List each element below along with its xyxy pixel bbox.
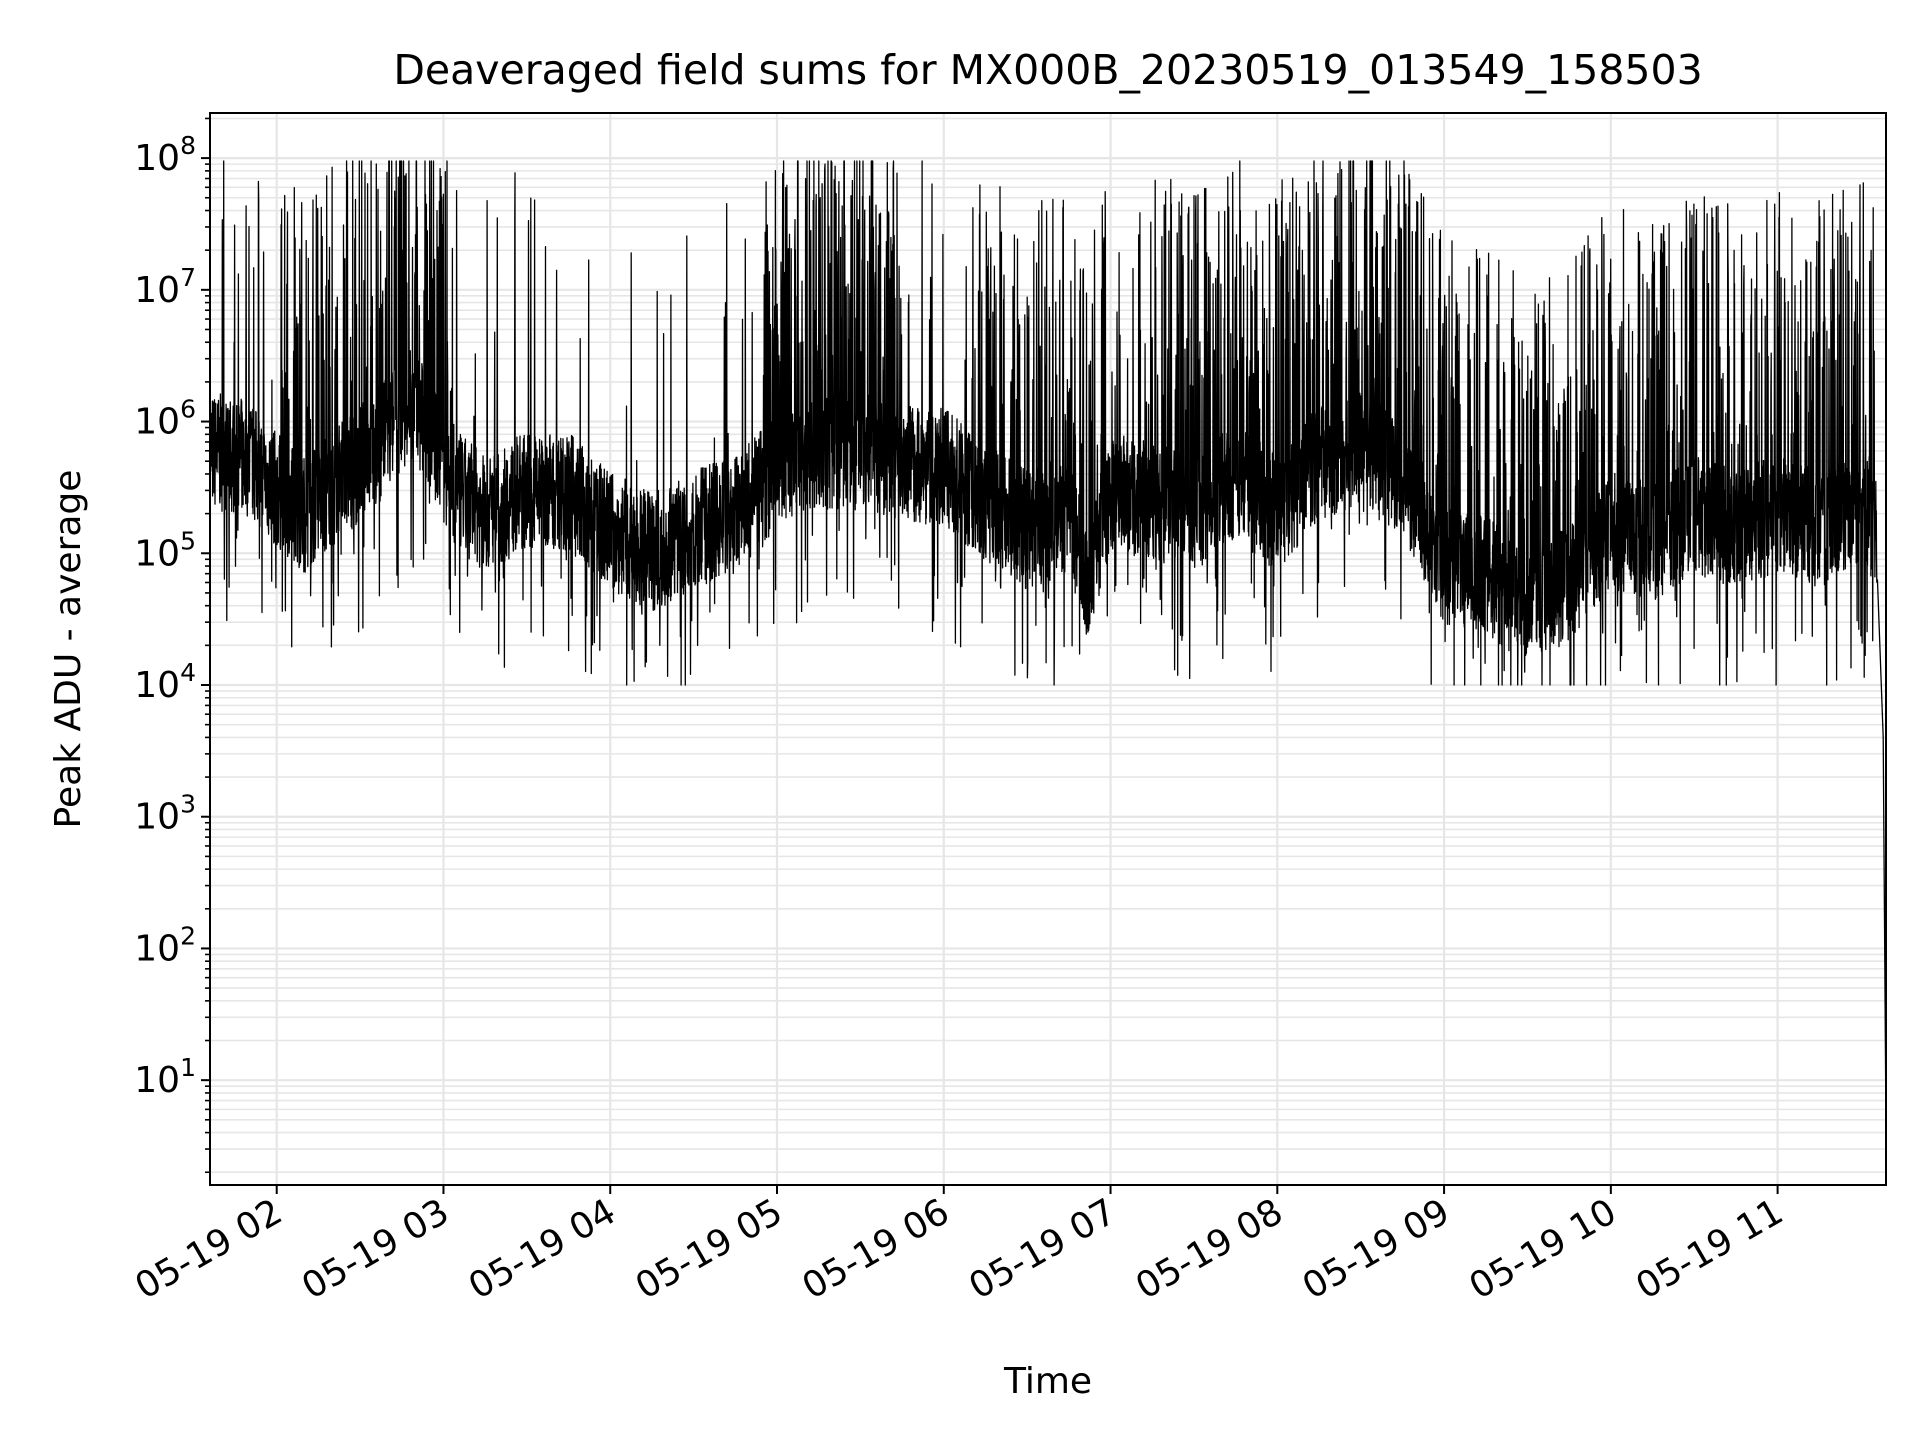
y-tick-label: 107 [134, 263, 196, 311]
y-tick-label-base: 10 [134, 270, 180, 311]
y-tick-label-base: 10 [134, 1060, 180, 1101]
axes-frame [209, 112, 1887, 1186]
y-tick-label: 102 [134, 921, 196, 969]
plot-area [209, 160, 1887, 1133]
y-tick-label-base: 10 [134, 797, 180, 838]
y-tick-label-base: 10 [134, 533, 180, 574]
y-tick-label: 101 [134, 1053, 196, 1101]
y-tick-label-exponent: 1 [180, 1053, 196, 1082]
y-tick-label-base: 10 [134, 928, 180, 969]
grid [210, 113, 1886, 1185]
y-tick-label-exponent: 5 [180, 526, 196, 555]
y-tick-label-exponent: 3 [180, 790, 196, 819]
series-line [209, 160, 1887, 1133]
y-tick-label-base: 10 [134, 665, 180, 706]
y-tick-label-exponent: 8 [180, 131, 196, 160]
y-axis-label: Peak ADU - average [48, 470, 89, 829]
y-tick-label: 108 [134, 131, 196, 179]
y-tick-label: 106 [134, 395, 196, 443]
y-tick-label-exponent: 7 [180, 263, 196, 292]
y-tick-label-exponent: 6 [180, 395, 196, 424]
y-tick-label: 103 [134, 790, 196, 838]
y-tick-label-base: 10 [134, 138, 180, 179]
y-tick-label-base: 10 [134, 402, 180, 443]
y-tick-label-exponent: 4 [180, 658, 196, 687]
chart-title: Deaveraged field sums for MX000B_2023051… [393, 46, 1702, 94]
y-tick-label-exponent: 2 [180, 921, 196, 950]
y-tick-label: 104 [134, 658, 196, 706]
x-axis-label: Time [1003, 1361, 1092, 1402]
y-tick-label: 105 [134, 526, 196, 574]
